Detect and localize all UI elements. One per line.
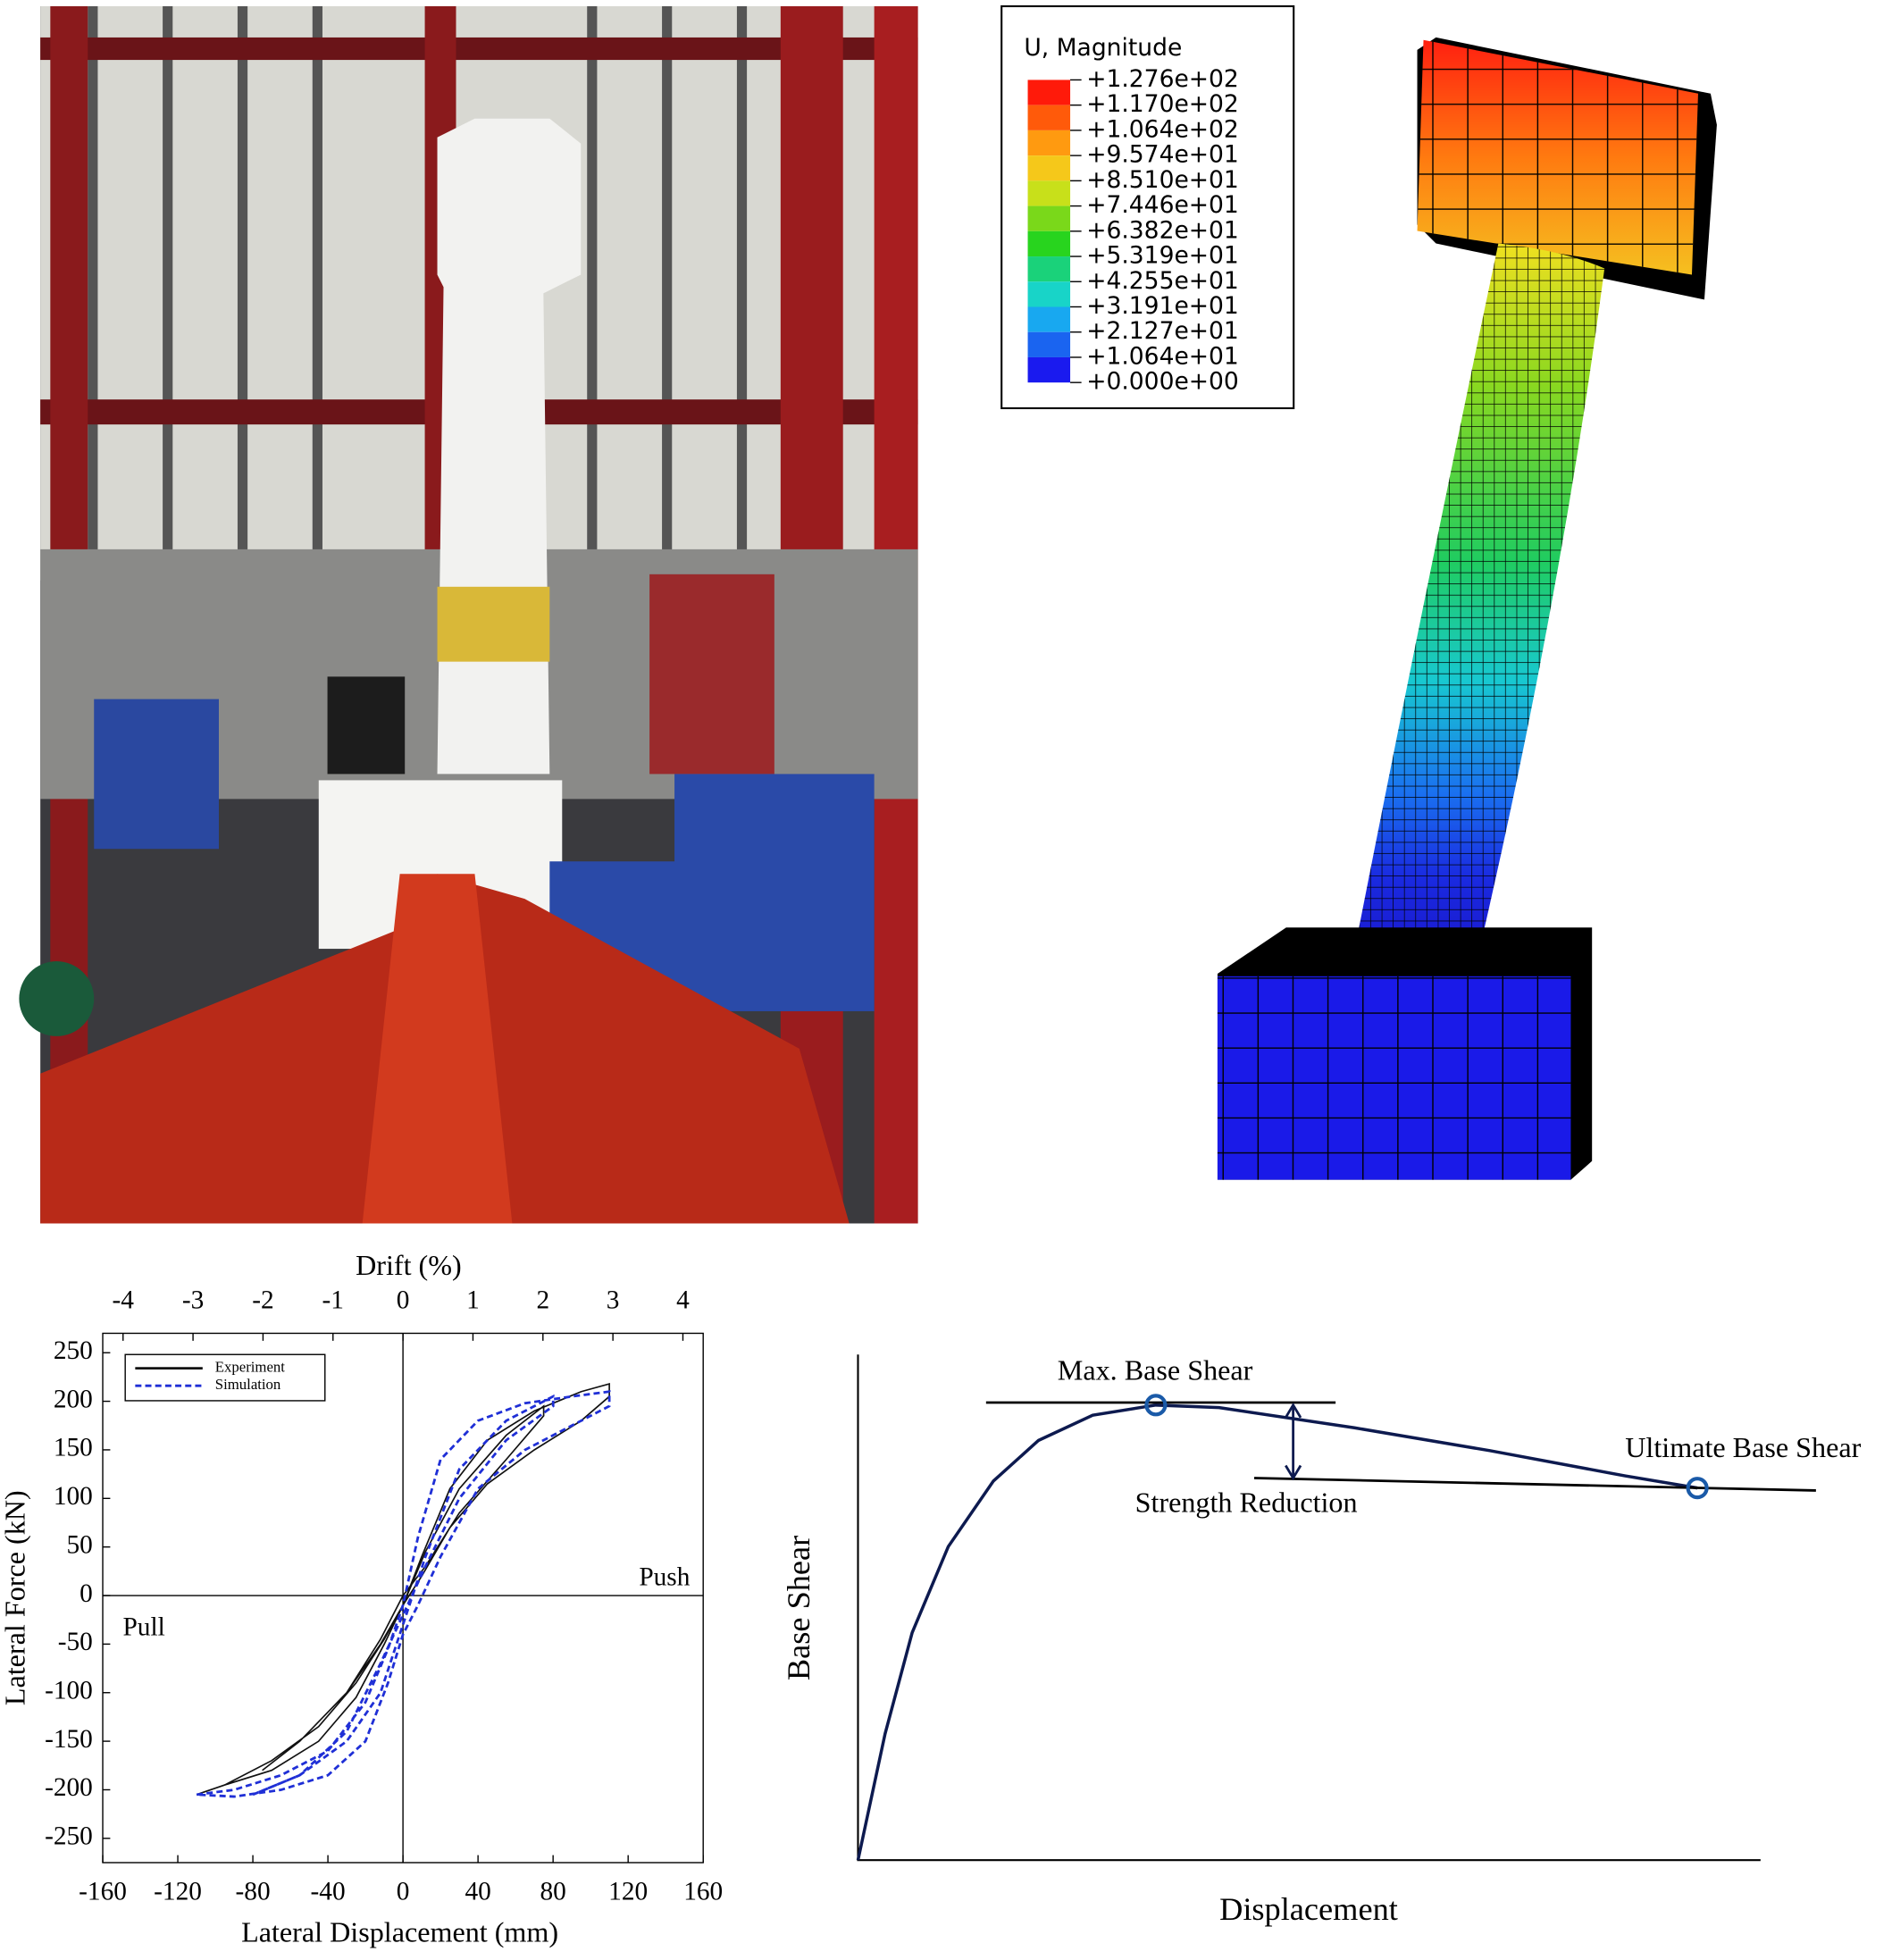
legend-label: +1.064e+01: [1086, 342, 1239, 370]
legend-label: +5.319e+01: [1086, 242, 1239, 270]
arrow-head: [1285, 1403, 1302, 1481]
y-tick-label: -150: [45, 1725, 93, 1754]
photo: [19, 5, 918, 1224]
x-tick-label: -160: [79, 1878, 127, 1906]
x-tick-label: -120: [154, 1878, 202, 1906]
annotation: Pull: [122, 1612, 164, 1641]
annotation: Max. Base Shear: [1058, 1354, 1253, 1386]
legend-swatch: [1027, 105, 1071, 130]
legend-label: +1.170e+02: [1086, 90, 1239, 118]
x2-tick-label: -1: [322, 1286, 344, 1314]
legend-swatch: [1027, 306, 1071, 332]
legend-swatch: [1027, 130, 1071, 156]
y-tick-label: -50: [58, 1628, 93, 1656]
y-tick-label: -200: [45, 1773, 93, 1802]
legend-swatch: [1027, 356, 1071, 383]
x-tick-label: 120: [608, 1878, 648, 1906]
y-tick-label: 200: [54, 1385, 93, 1413]
legend-label: +1.064e+02: [1086, 115, 1239, 143]
annotation: Push: [639, 1563, 690, 1592]
key-point: [1144, 1394, 1168, 1417]
legend-label: +6.382e+01: [1086, 216, 1239, 244]
x2-tick-label: 2: [536, 1286, 549, 1314]
legend-label: +4.255e+01: [1086, 267, 1239, 295]
y-tick-label: -250: [45, 1822, 93, 1851]
x-tick-label: -80: [236, 1878, 271, 1906]
curve: [856, 1403, 1698, 1861]
legend-label: Experiment: [215, 1358, 285, 1375]
series-line: [196, 1382, 610, 1796]
annotation: Strength Reduction: [1135, 1487, 1358, 1519]
legend-swatch: [1027, 205, 1071, 231]
legend-swatch: [1027, 80, 1071, 105]
series-line: [196, 1390, 611, 1798]
ultimate-line: [1253, 1477, 1816, 1492]
hysteresis-chart: -160 -120 -80 -40 0 40 80 120 160 -4 -3 -2 -1 0 1 2 3 4 -2…: [0, 1249, 723, 1947]
legend-swatch: [1027, 331, 1071, 357]
legend-swatch: [1027, 230, 1071, 257]
y-axis-title: Base Shear: [781, 1536, 816, 1680]
key-point: [1686, 1477, 1709, 1500]
x2-tick-label: 3: [607, 1286, 620, 1314]
x2-tick-label: 0: [397, 1286, 410, 1314]
legend-swatch: [1027, 281, 1071, 307]
y-tick-label: -100: [45, 1676, 93, 1705]
x-tick-label: 80: [540, 1878, 565, 1906]
legend-label: +9.574e+01: [1086, 141, 1239, 169]
legend-label: +3.191e+01: [1086, 292, 1239, 320]
x-axis-title: Lateral Displacement (mm): [241, 1915, 558, 1947]
legend-label: +7.446e+01: [1086, 191, 1239, 219]
legend-box: [124, 1353, 326, 1402]
x2-tick-label: 4: [676, 1286, 690, 1314]
x-tick-label: 0: [397, 1878, 410, 1906]
contour-legend: U, Magnitude +1.276e+02+1.170e+02+1.064e…: [1000, 4, 1295, 410]
legend-swatch: [1027, 155, 1071, 181]
y-tick-label: 150: [54, 1434, 93, 1462]
y-axis-title: Lateral Force (kN): [0, 1490, 30, 1705]
x-tick-label: 40: [465, 1878, 490, 1906]
pushover-schematic: Max. Base Shear Strength Reduction Ultimat…: [781, 1354, 1862, 1928]
fe-model: [1217, 37, 1717, 1180]
x2-tick-label: -2: [252, 1286, 273, 1314]
x2-axis-title: Drift (%): [356, 1249, 462, 1281]
legend-label: +0.000e+00: [1086, 368, 1239, 396]
legend-label: +1.276e+02: [1086, 65, 1239, 93]
legend-label: +8.510e+01: [1086, 166, 1239, 194]
legend-label: Simulation: [215, 1376, 281, 1393]
x-tick-label: 160: [683, 1878, 723, 1906]
x2-tick-label: -3: [182, 1286, 204, 1314]
legend-swatch: [1027, 180, 1071, 206]
y-tick-label: 250: [54, 1336, 93, 1365]
axes: [857, 1354, 1761, 1862]
y-tick-label: 0: [80, 1579, 93, 1608]
annotation: Ultimate Base Shear: [1625, 1431, 1861, 1463]
x2-tick-label: -4: [113, 1286, 135, 1314]
legend-label: +2.127e+01: [1086, 317, 1239, 345]
y-tick-label: 50: [67, 1530, 93, 1559]
x2-tick-label: 1: [466, 1286, 480, 1314]
legend-title: U, Magnitude: [1024, 34, 1182, 62]
x-tick-label: -40: [311, 1878, 346, 1906]
legend-swatch: [1027, 256, 1071, 282]
y-tick-label: 100: [54, 1482, 93, 1511]
x-axis-title: Displacement: [1219, 1891, 1398, 1927]
